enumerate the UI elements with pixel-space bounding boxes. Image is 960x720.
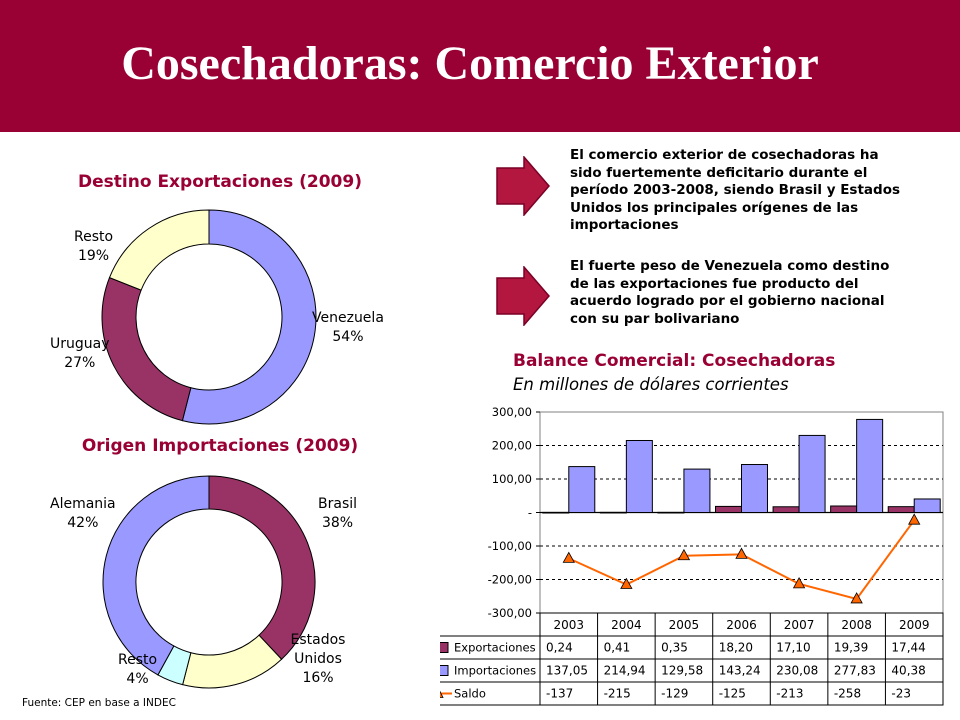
- import-donut-chart: [102, 475, 316, 689]
- bar-importaciones-2008: [856, 418, 884, 514]
- export-donut-title: Destino Exportaciones (2009): [78, 172, 362, 192]
- y-tick-label: 300,00: [492, 405, 532, 419]
- note-deficit: El comercio exterior de cosechadoras ha …: [570, 147, 901, 233]
- table-header-year: 2009: [899, 618, 930, 632]
- donut-slice-estados-unidos: [182, 634, 283, 689]
- slice-label-uruguay: Uruguay 27%: [50, 336, 110, 371]
- slice-label-estados-unidos: Estados Unidos 16%: [290, 632, 346, 686]
- table-header-year: 2006: [726, 618, 757, 632]
- table-row: [440, 681, 944, 706]
- table-cell-exportaciones: 19,39: [834, 641, 868, 655]
- donut-slice-venezuela: [181, 209, 317, 425]
- table-cell-importaciones: 230,08: [776, 664, 818, 678]
- point-saldo-2006: [735, 547, 748, 559]
- legend-key-importaciones: [440, 665, 449, 676]
- y-tick-label: 200,00: [492, 439, 532, 453]
- table-cell-saldo: -215: [604, 687, 631, 701]
- donut-slice-uruguay: [101, 276, 192, 422]
- balance-chart: 300,00 200,00 100,00 - -100,00 -200,00 -300,00…: [440, 405, 944, 706]
- import-donut-title: Origen Importaciones (2009): [81, 436, 359, 456]
- table-cell-importaciones: 214,94: [604, 664, 646, 678]
- table-cell-saldo: -213: [776, 687, 803, 701]
- donut-slice-alemania: [102, 475, 210, 676]
- legend-marker-saldo: [440, 690, 444, 698]
- y-tick-label: -: [528, 506, 532, 520]
- legend-label-importaciones: Importaciones: [454, 664, 536, 678]
- table-cell-saldo: -137: [546, 687, 573, 701]
- bar-importaciones-2007: [798, 434, 826, 513]
- y-tick-label: -300,00: [488, 606, 532, 620]
- bar-importaciones-2009: [913, 498, 941, 514]
- point-saldo-2004: [620, 577, 633, 589]
- legend-label-exportaciones: Exportaciones: [454, 641, 536, 655]
- table-header-year: 2003: [554, 618, 585, 632]
- table-cell-saldo: -125: [719, 687, 746, 701]
- bar-exportaciones-2003: [542, 511, 570, 514]
- note-venezuela: El fuerte peso de Venezuela como destino…: [570, 258, 890, 327]
- table-cell-importaciones: 277,83: [834, 664, 876, 678]
- slice-label-brasil: Brasil 38%: [318, 496, 358, 531]
- bar-importaciones-2003: [568, 466, 596, 513]
- table-cell-saldo: -129: [661, 687, 688, 701]
- y-tick-label: -100,00: [488, 539, 532, 553]
- legend-key-exportaciones: [440, 642, 449, 653]
- table-cell-exportaciones: 17,44: [891, 641, 925, 655]
- page-title: Cosechadoras: Comercio Exterior: [121, 37, 819, 90]
- table-cell-importaciones: 129,58: [661, 664, 703, 678]
- point-saldo-2005: [677, 548, 691, 561]
- table-header-year: 2008: [841, 618, 872, 632]
- table-header-year: 2007: [784, 618, 815, 632]
- y-tick-label: -200,00: [488, 573, 532, 587]
- balance-chart-title: Balance Comercial: Cosechadoras: [513, 351, 836, 371]
- bar-exportaciones-2009: [887, 506, 915, 514]
- arrow-right-icon: [496, 156, 550, 216]
- arrow-right-icon: [496, 266, 550, 326]
- bar-exportaciones-2006: [715, 505, 742, 513]
- table-cell-exportaciones: 0,24: [546, 641, 573, 655]
- bar-exportaciones-2004: [599, 511, 627, 514]
- point-saldo-2007: [792, 577, 806, 589]
- export-donut-chart: [101, 209, 317, 425]
- bar-exportaciones-2005: [657, 511, 685, 514]
- point-saldo-2003: [562, 551, 575, 563]
- table-cell-exportaciones: 18,20: [719, 641, 753, 655]
- table-cell-importaciones: 40,38: [891, 664, 925, 678]
- table-cell-saldo: -23: [891, 687, 911, 701]
- slice-label-resto-export: Resto 19%: [74, 229, 114, 264]
- bar-importaciones-2004: [625, 439, 653, 513]
- point-saldo-2009: [908, 513, 921, 525]
- slice-label-alemania: Alemania 42%: [50, 496, 116, 531]
- slice-label-resto-import: Resto 4%: [118, 652, 158, 687]
- title-banner: Cosechadoras: Comercio Exterior: [0, 0, 960, 132]
- table-header-year: 2005: [669, 618, 700, 632]
- bar-importaciones-2006: [741, 464, 768, 514]
- donut-slice-resto: [108, 209, 210, 291]
- donut-slice-brasil: [208, 475, 316, 660]
- slice-label-venezuela: Venezuela 54%: [312, 310, 384, 345]
- table-cell-importaciones: 137,05: [546, 664, 588, 678]
- source-note: Fuente: CEP en base a INDEC: [22, 697, 176, 709]
- table-cell-importaciones: 143,24: [719, 664, 761, 678]
- table-cell-exportaciones: 0,41: [604, 641, 631, 655]
- table-cell-exportaciones: 17,10: [776, 641, 810, 655]
- bar-exportaciones-2007: [772, 506, 800, 513]
- bar-importaciones-2005: [683, 468, 711, 513]
- table-cell-saldo: -258: [834, 687, 861, 701]
- table-header-year: 2004: [611, 618, 642, 632]
- y-tick-label: 100,00: [492, 472, 532, 486]
- point-saldo-2008: [850, 592, 863, 604]
- bar-exportaciones-2008: [830, 505, 858, 513]
- legend-label-saldo: Saldo: [454, 687, 486, 701]
- balance-chart-subtitle: En millones de dólares corrientes: [513, 375, 789, 394]
- table-cell-exportaciones: 0,35: [661, 641, 688, 655]
